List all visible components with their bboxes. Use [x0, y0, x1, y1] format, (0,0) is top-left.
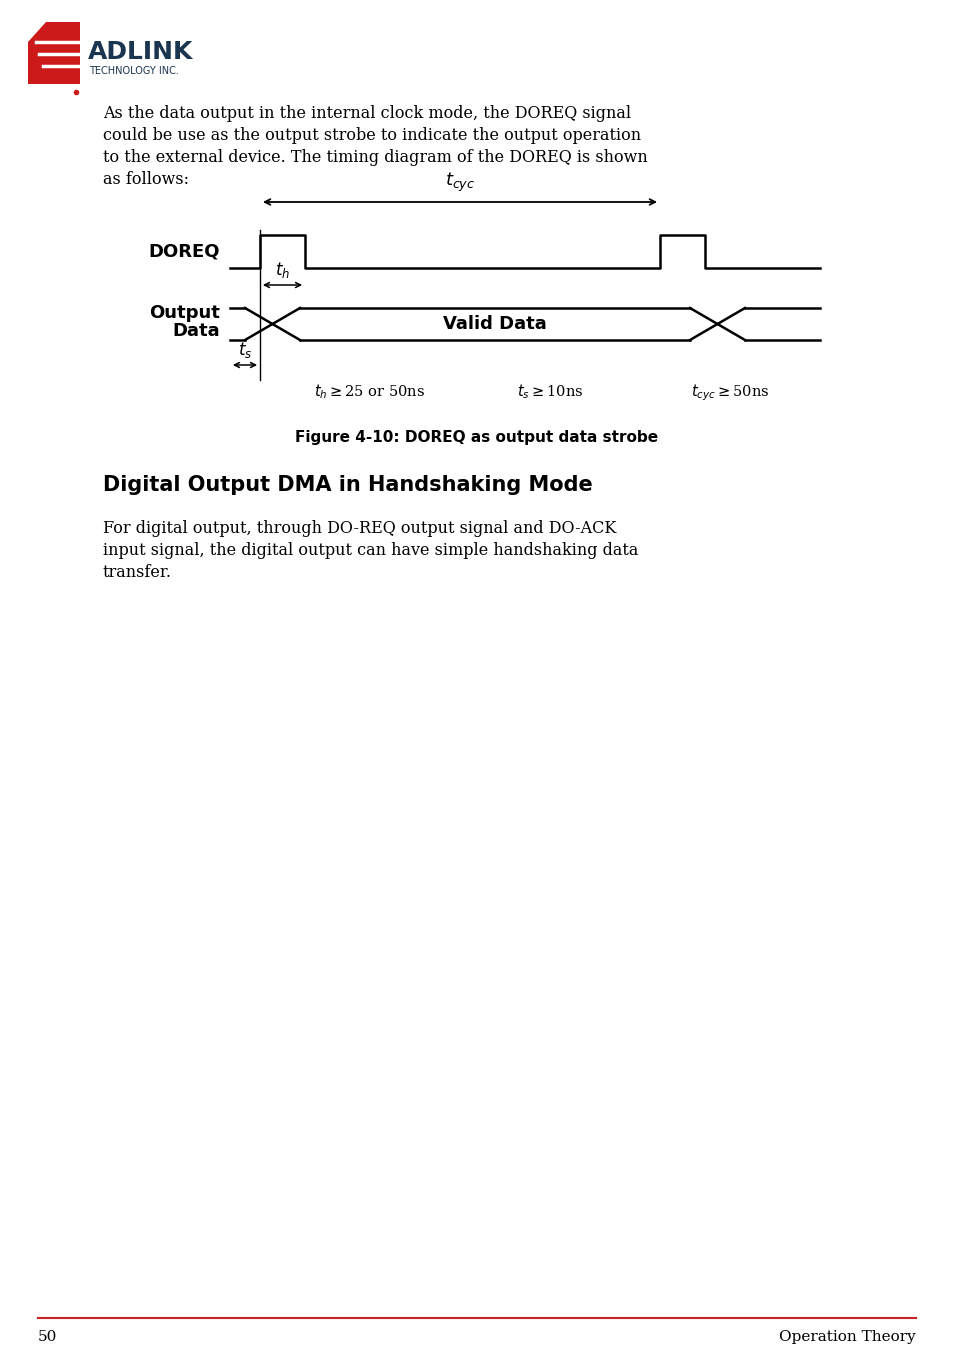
Text: Data: Data — [172, 322, 220, 339]
Text: $t_{cyc}$: $t_{cyc}$ — [444, 170, 475, 193]
Text: Output: Output — [149, 304, 220, 322]
Text: $t_s\geq$10ns: $t_s\geq$10ns — [517, 383, 582, 400]
Text: $t_h\geq$25 or 50ns: $t_h\geq$25 or 50ns — [314, 383, 425, 400]
Text: as follows:: as follows: — [103, 170, 189, 188]
Text: As the data output in the internal clock mode, the DOREQ signal: As the data output in the internal clock… — [103, 105, 631, 122]
Text: Digital Output DMA in Handshaking Mode: Digital Output DMA in Handshaking Mode — [103, 475, 592, 495]
Text: DOREQ: DOREQ — [149, 242, 220, 261]
Text: input signal, the digital output can have simple handshaking data: input signal, the digital output can hav… — [103, 542, 638, 558]
Text: Figure 4-10: DOREQ as output data strobe: Figure 4-10: DOREQ as output data strobe — [295, 430, 658, 445]
Text: Valid Data: Valid Data — [442, 315, 546, 333]
Text: Operation Theory: Operation Theory — [779, 1330, 915, 1344]
Text: transfer.: transfer. — [103, 564, 172, 581]
Text: For digital output, through DO-REQ output signal and DO-ACK: For digital output, through DO-REQ outpu… — [103, 521, 616, 537]
Text: $t_{cyc}\geq$50ns: $t_{cyc}\geq$50ns — [690, 383, 768, 403]
Text: $t_s$: $t_s$ — [237, 339, 252, 360]
Text: ADLINK: ADLINK — [88, 41, 193, 64]
Text: 50: 50 — [38, 1330, 57, 1344]
Text: TECHNOLOGY INC.: TECHNOLOGY INC. — [89, 66, 179, 76]
Text: $t_h$: $t_h$ — [274, 260, 290, 280]
Text: could be use as the output strobe to indicate the output operation: could be use as the output strobe to ind… — [103, 127, 640, 145]
Text: to the external device. The timing diagram of the DOREQ is shown: to the external device. The timing diagr… — [103, 149, 647, 166]
Polygon shape — [28, 22, 80, 84]
